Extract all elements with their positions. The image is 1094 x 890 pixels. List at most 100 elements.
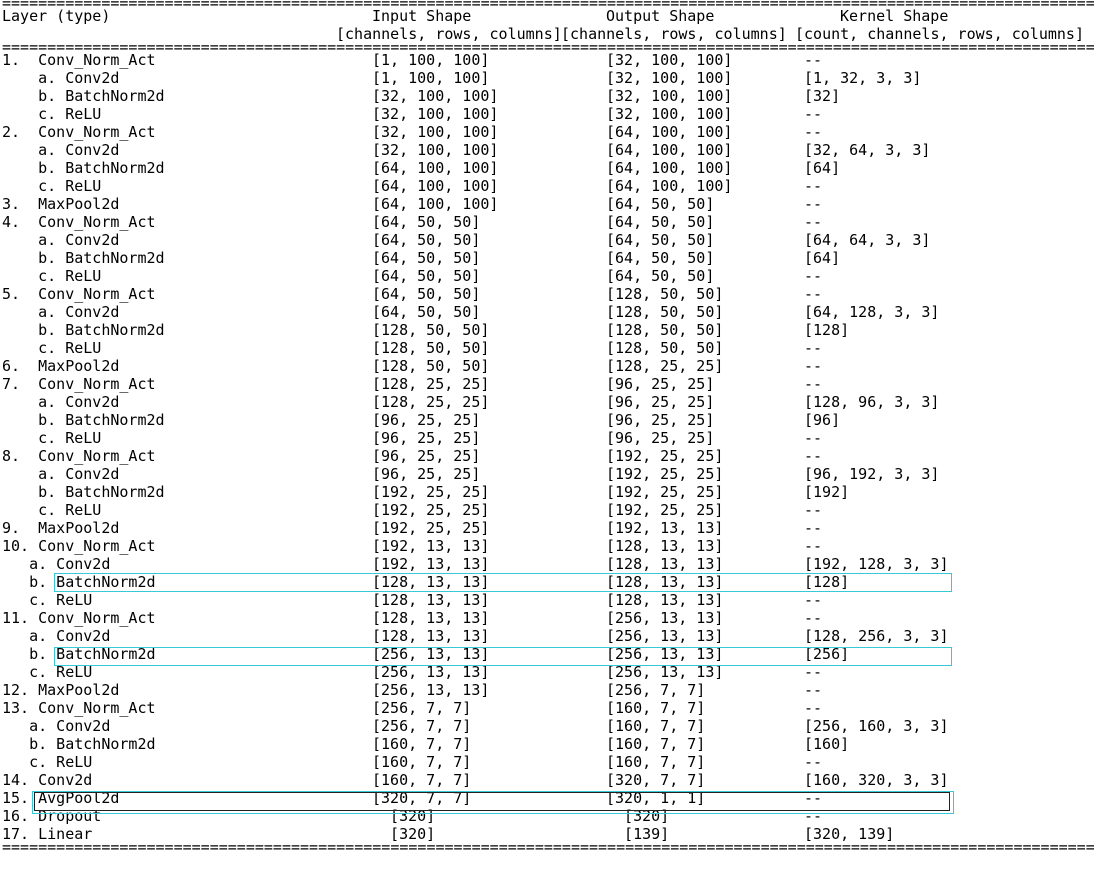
input-shape-cell: [192, 25, 25] [372,483,490,501]
input-shape-cell: [64, 50, 50] [372,249,481,267]
layer-cell: a. Conv2d [2,717,111,735]
output-shape-cell: [128, 13, 13] [606,591,724,609]
header-kernel-sub: [count, channels, rows, columns] [795,25,1084,43]
layer-cell: 12. MaxPool2d [2,681,120,699]
input-shape-cell: [64, 50, 50] [372,285,481,303]
output-shape-cell: [192, 25, 25] [606,447,724,465]
output-shape-cell: [32, 100, 100] [606,87,733,105]
kernel-shape-cell: [1, 32, 3, 3] [804,69,922,87]
kernel-shape-cell: -- [804,609,823,627]
output-shape-cell: [128, 13, 13] [606,555,724,573]
table-row: 2. Conv_Norm_Act [32, 100, 100] [64, 100, … [2,123,1094,141]
layer-cell: a. Conv2d [2,627,111,645]
layer-cell: b. BatchNorm2d [2,87,165,105]
input-shape-cell: [128, 25, 25] [372,375,490,393]
output-shape-cell: [320, 1, 1] [606,789,706,807]
input-shape-cell: [320] [372,825,436,843]
input-shape-cell: [128, 13, 13] [372,627,490,645]
table-row: c. ReLU [256, 13, 13] [256, 13, 13] -- [2,663,1094,681]
layer-cell: c. ReLU [2,267,102,285]
layer-cell: 15. AvgPool2d [2,789,120,807]
layer-cell: b. BatchNorm2d [2,411,165,429]
table-row: 11. Conv_Norm_Act [128, 13, 13] [256, 13, … [2,609,1094,627]
input-shape-cell: [64, 50, 50] [372,303,481,321]
input-shape-cell: [192, 13, 13] [372,537,490,555]
table-row: a. Conv2d [96, 25, 25] [192, 25, 25] [96, 1… [2,465,1094,483]
table-row: 16. Dropout [320] [320] -- [2,807,1094,825]
input-shape-cell: [64, 100, 100] [372,177,499,195]
layer-cell: c. ReLU [2,591,93,609]
kernel-shape-cell: -- [804,807,823,825]
input-shape-cell: [128, 25, 25] [372,393,490,411]
header-row-1: Layer (type) Input Shape Output Shape Ke… [2,7,1094,25]
input-shape-cell: [256, 13, 13] [372,681,490,699]
kernel-shape-cell: [128] [804,321,850,339]
output-shape-cell: [32, 100, 100] [606,69,733,87]
output-shape-cell: [256, 13, 13] [606,627,724,645]
table-row: c. ReLU [64, 50, 50] [64, 50, 50] -- [2,267,1094,285]
output-shape-cell: [64, 100, 100] [606,141,733,159]
kernel-shape-cell: -- [804,753,823,771]
table-row: 15. AvgPool2d [320, 7, 7] [320, 1, 1] -- [2,789,1094,807]
kernel-shape-cell: [128, 96, 3, 3] [804,393,940,411]
table-row: 13. Conv_Norm_Act [256, 7, 7] [160, 7, 7] -… [2,699,1094,717]
table-row: 8. Conv_Norm_Act [96, 25, 25] [192, 25, 25… [2,447,1094,465]
output-shape-cell: [128, 13, 13] [606,537,724,555]
kernel-shape-cell: [96, 192, 3, 3] [804,465,940,483]
layer-cell: c. ReLU [2,663,93,681]
input-shape-cell: [96, 25, 25] [372,411,481,429]
input-shape-cell: [256, 7, 7] [372,717,472,735]
layer-summary-table: ========================================… [2,0,1094,851]
layer-cell: b. BatchNorm2d [2,321,165,339]
table-row: a. Conv2d [64, 50, 50] [128, 50, 50] [64, 1… [2,303,1094,321]
layer-cell: 14. Conv2d [2,771,93,789]
layer-cell: a. Conv2d [2,141,120,159]
table-row: 5. Conv_Norm_Act [64, 50, 50] [128, 50, 50… [2,285,1094,303]
input-shape-cell: [128, 50, 50] [372,339,490,357]
output-shape-cell: [160, 7, 7] [606,717,706,735]
kernel-shape-cell: -- [804,51,823,69]
output-shape-cell: [64, 50, 50] [606,231,715,249]
layer-cell: a. Conv2d [2,393,120,411]
input-shape-cell: [128, 50, 50] [372,357,490,375]
table-row: a. Conv2d [128, 13, 13] [256, 13, 13] [128,… [2,627,1094,645]
rule-bottom: ========================================… [2,843,1094,851]
input-shape-cell: [64, 50, 50] [372,267,481,285]
output-shape-cell: [64, 100, 100] [606,159,733,177]
kernel-shape-cell: -- [804,357,823,375]
output-shape-cell: [96, 25, 25] [606,429,715,447]
kernel-shape-cell: -- [804,195,823,213]
table-row: a. Conv2d [192, 13, 13] [128, 13, 13] [192,… [2,555,1094,573]
output-shape-cell: [128, 50, 50] [606,285,724,303]
input-shape-cell: [96, 25, 25] [372,429,481,447]
table-row: 14. Conv2d [160, 7, 7] [320, 7, 7] [160, 32… [2,771,1094,789]
kernel-shape-cell: -- [804,447,823,465]
header-layer: Layer (type) [2,7,111,25]
output-shape-cell: [64, 50, 50] [606,267,715,285]
table-row: b. BatchNorm2d [192, 25, 25] [192, 25, 25]… [2,483,1094,501]
output-shape-cell: [160, 7, 7] [606,753,706,771]
output-shape-cell: [64, 50, 50] [606,195,715,213]
output-shape-cell: [96, 25, 25] [606,411,715,429]
kernel-shape-cell: -- [804,591,823,609]
output-shape-cell: [320] [606,807,670,825]
input-shape-cell: [320, 7, 7] [372,789,472,807]
output-shape-cell: [128, 50, 50] [606,321,724,339]
input-shape-cell: [64, 50, 50] [372,213,481,231]
input-shape-cell: [1, 100, 100] [372,69,490,87]
layer-cell: b. BatchNorm2d [2,249,165,267]
table-row: b. BatchNorm2d [64, 100, 100] [64, 100, 10… [2,159,1094,177]
table-row: c. ReLU [192, 25, 25] [192, 25, 25] -- [2,501,1094,519]
output-shape-cell: [256, 13, 13] [606,663,724,681]
input-shape-cell: [32, 100, 100] [372,141,499,159]
table-row: b. BatchNorm2d [160, 7, 7] [160, 7, 7] [160… [2,735,1094,753]
kernel-shape-cell: [256, 160, 3, 3] [804,717,949,735]
output-shape-cell: [160, 7, 7] [606,699,706,717]
header-output-sub: [channels, rows, columns] [561,25,787,43]
table-row: a. Conv2d [64, 50, 50] [64, 50, 50] [64, 64… [2,231,1094,249]
kernel-shape-cell: [96] [804,411,841,429]
rule-header: ========================================… [2,43,1094,51]
input-shape-cell: [1, 100, 100] [372,51,490,69]
kernel-shape-cell: -- [804,681,823,699]
input-shape-cell: [96, 25, 25] [372,447,481,465]
